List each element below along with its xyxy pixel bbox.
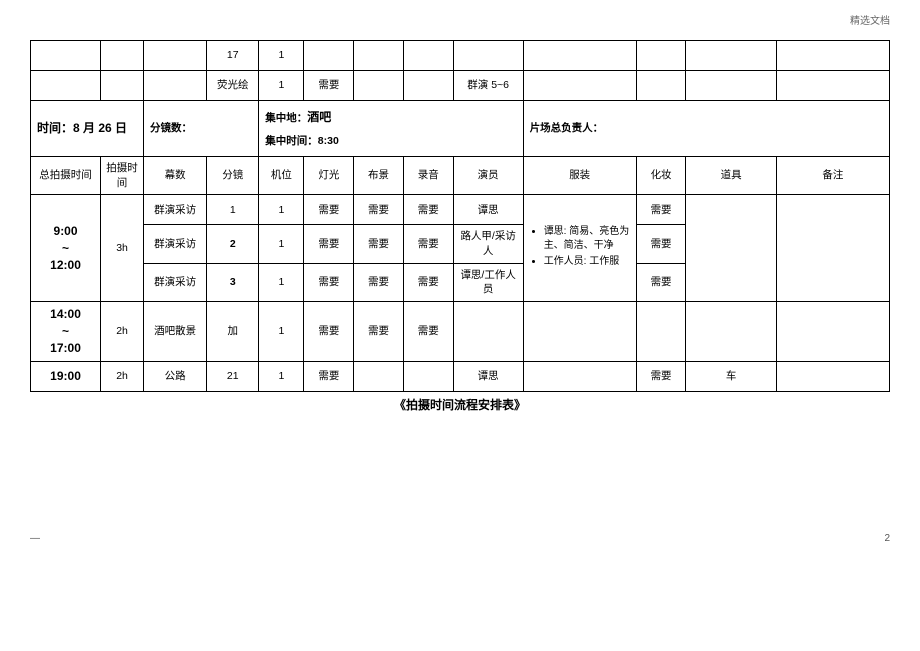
cell: 需要 bbox=[304, 361, 354, 391]
col-header: 机位 bbox=[259, 157, 304, 195]
table-row: 14:00 ~ 17:00 2h 酒吧散景 加 1 需要 需要 需要 bbox=[31, 302, 890, 361]
time-range: 9:00 ~ 12:00 bbox=[31, 195, 101, 302]
meet-cell: 集中地：酒吧 集中时间：8:30 bbox=[259, 101, 523, 157]
cell: 需要 bbox=[403, 263, 453, 301]
table-row: 9:00 ~ 12:00 3h 群演采访 1 1 需要 需要 需要 谭思 谭思:… bbox=[31, 195, 890, 225]
producer-label: 片场总负责人： bbox=[523, 101, 889, 157]
cell: 需要 bbox=[304, 71, 354, 101]
meet-place-value: 酒吧 bbox=[307, 110, 331, 124]
cell: 1 bbox=[259, 302, 304, 361]
footer: — 2 bbox=[30, 533, 890, 544]
cell: 1 bbox=[259, 361, 304, 391]
table-row: 17 1 bbox=[31, 41, 890, 71]
cell: 需要 bbox=[636, 225, 686, 263]
time-range: 19:00 bbox=[31, 361, 101, 391]
duration: 2h bbox=[101, 361, 144, 391]
cell: 21 bbox=[207, 361, 259, 391]
clothing-item: 谭思: 简易、亮色为主、简洁、干净 bbox=[544, 225, 632, 253]
cell: 谭思/工作人员 bbox=[453, 263, 523, 301]
date-label: 时间：8 月 26 日 bbox=[31, 101, 144, 157]
cell: 群演采访 bbox=[144, 195, 207, 225]
cell: 需要 bbox=[354, 195, 404, 225]
cell: 需要 bbox=[304, 195, 354, 225]
meet-time-label: 集中时间： bbox=[265, 135, 318, 147]
cell: 需要 bbox=[354, 225, 404, 263]
cell: 17 bbox=[207, 41, 259, 71]
cell: 需要 bbox=[304, 225, 354, 263]
cell: 群演采访 bbox=[144, 263, 207, 301]
cell: 需要 bbox=[354, 302, 404, 361]
footer-left: — bbox=[30, 533, 40, 544]
cell: 群演 5~6 bbox=[453, 71, 523, 101]
col-header: 幕数 bbox=[144, 157, 207, 195]
cell: 加 bbox=[207, 302, 259, 361]
clothing-cell: 谭思: 简易、亮色为主、简洁、干净工作人员: 工作服 bbox=[523, 195, 636, 302]
col-header: 化妆 bbox=[636, 157, 686, 195]
duration: 3h bbox=[101, 195, 144, 302]
cell: 1 bbox=[259, 195, 304, 225]
cell: 车 bbox=[686, 361, 776, 391]
col-header: 总拍摄时间 bbox=[31, 157, 101, 195]
col-header: 布景 bbox=[354, 157, 404, 195]
cell: 2 bbox=[207, 225, 259, 263]
table-row: 19:00 2h 公路 21 1 需要 谭思 需要 车 bbox=[31, 361, 890, 391]
cell: 需要 bbox=[636, 263, 686, 301]
cell: 1 bbox=[207, 195, 259, 225]
cell: 需要 bbox=[636, 195, 686, 225]
cell: 公路 bbox=[144, 361, 207, 391]
cell: 谭思 bbox=[453, 195, 523, 225]
cell: 1 bbox=[259, 71, 304, 101]
page-number: 2 bbox=[884, 533, 890, 544]
time-range: 14:00 ~ 17:00 bbox=[31, 302, 101, 361]
meet-place-label: 集中地： bbox=[265, 112, 307, 124]
table-row: 荧光绘 1 需要 群演 5~6 bbox=[31, 71, 890, 101]
col-header: 备注 bbox=[776, 157, 889, 195]
cell: 酒吧散景 bbox=[144, 302, 207, 361]
cell: 路人甲/采访人 bbox=[453, 225, 523, 263]
doc-header: 精选文档 bbox=[850, 12, 890, 27]
table-caption: 《拍摄时间流程安排表》 bbox=[30, 396, 890, 413]
col-header: 服装 bbox=[523, 157, 636, 195]
schedule-table: 17 1 荧光绘 1 需要 群演 5~6 时间：8 月 26 日 分镜数： 集中… bbox=[30, 40, 890, 392]
cell: 3 bbox=[207, 263, 259, 301]
col-header: 道具 bbox=[686, 157, 776, 195]
col-header: 拍摄时间 bbox=[101, 157, 144, 195]
cell: 需要 bbox=[304, 302, 354, 361]
section-row: 时间：8 月 26 日 分镜数： 集中地：酒吧 集中时间：8:30 片场总负责人… bbox=[31, 101, 890, 157]
cell: 需要 bbox=[636, 361, 686, 391]
col-header: 灯光 bbox=[304, 157, 354, 195]
cell: 1 bbox=[259, 225, 304, 263]
clothing-item: 工作人员: 工作服 bbox=[544, 255, 632, 269]
cell: 1 bbox=[259, 41, 304, 71]
cell: 需要 bbox=[403, 225, 453, 263]
header-row: 总拍摄时间 拍摄时间 幕数 分镜 机位 灯光 布景 录音 演员 服装 化妆 道具… bbox=[31, 157, 890, 195]
cell: 需要 bbox=[354, 263, 404, 301]
col-header: 录音 bbox=[403, 157, 453, 195]
col-header: 演员 bbox=[453, 157, 523, 195]
shots-label: 分镜数： bbox=[144, 101, 259, 157]
cell: 谭思 bbox=[453, 361, 523, 391]
cell: 群演采访 bbox=[144, 225, 207, 263]
duration: 2h bbox=[101, 302, 144, 361]
cell: 需要 bbox=[403, 302, 453, 361]
meet-time-value: 8:30 bbox=[318, 135, 339, 147]
cell: 需要 bbox=[304, 263, 354, 301]
col-header: 分镜 bbox=[207, 157, 259, 195]
cell: 需要 bbox=[403, 195, 453, 225]
cell: 荧光绘 bbox=[207, 71, 259, 101]
cell: 1 bbox=[259, 263, 304, 301]
